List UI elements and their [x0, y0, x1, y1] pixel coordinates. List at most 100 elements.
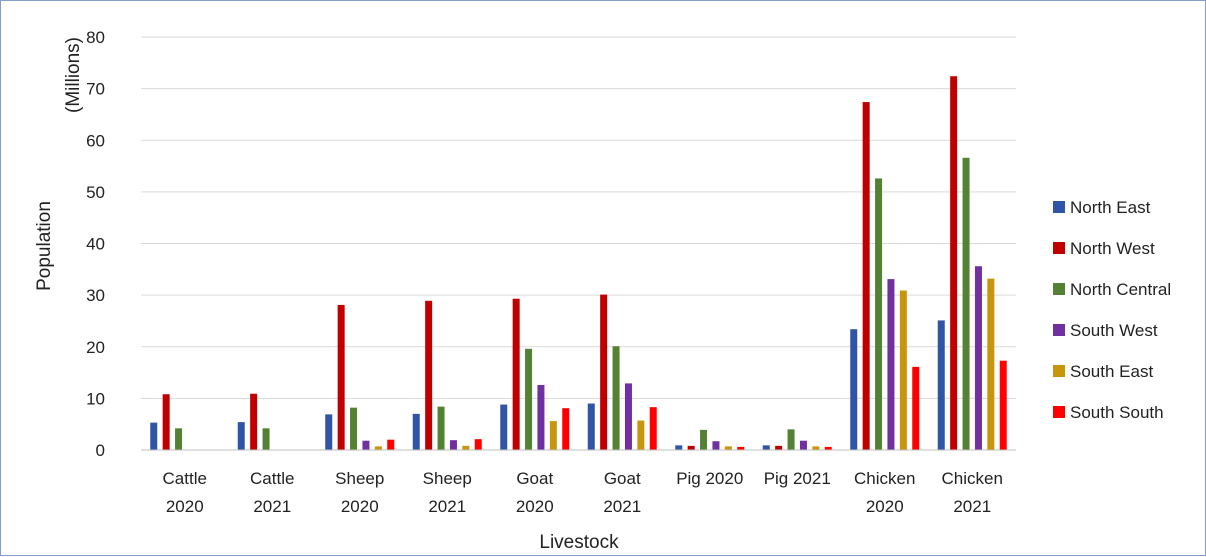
x-tick-label: 2021	[603, 497, 641, 516]
x-tick-label: 2020	[341, 497, 379, 516]
bar-north-west	[425, 300, 433, 450]
legend-label: South East	[1070, 362, 1153, 381]
bar-north-west	[337, 304, 345, 450]
x-tick-label: 2021	[953, 497, 991, 516]
bar-north-west	[862, 102, 870, 451]
legend-swatch	[1053, 406, 1065, 418]
legend-label: North Central	[1070, 280, 1171, 299]
legend-label: North West	[1070, 239, 1155, 258]
legend-label: North East	[1070, 198, 1151, 217]
x-tick-label: Sheep	[335, 469, 384, 488]
x-axis-title: Livestock	[539, 532, 619, 553]
y-tick-label: 20	[86, 338, 105, 357]
legend-swatch	[1053, 201, 1065, 213]
x-tick-label: Sheep	[423, 469, 472, 488]
y-tick-label: 80	[86, 28, 105, 47]
bar-south-west	[887, 279, 895, 450]
bar-north-east	[500, 404, 508, 450]
x-tick-label: Pig 2021	[764, 469, 831, 488]
bar-south-east	[899, 290, 907, 450]
bar-south-east	[462, 445, 470, 450]
bar-north-west	[687, 445, 695, 450]
bar-north-east	[412, 413, 420, 450]
bar-south-west	[449, 440, 457, 450]
x-tick-label: 2021	[428, 497, 466, 516]
y-tick-label: 70	[86, 80, 105, 99]
bar-north-east	[675, 445, 683, 450]
x-tick-label: 2020	[866, 497, 904, 516]
bar-south-west	[974, 266, 982, 450]
bar-south-east	[374, 446, 382, 450]
bars	[150, 76, 1007, 451]
bar-north-east	[937, 320, 945, 450]
bar-south-south	[562, 408, 570, 450]
bar-north-central	[787, 429, 795, 450]
y-tick-label: 10	[86, 389, 105, 408]
bar-north-east	[237, 422, 245, 450]
bar-north-central	[262, 428, 270, 450]
y-axis-ticks: 0 10 20 30 40 50 60 70 80	[86, 28, 105, 460]
bar-north-central	[875, 178, 883, 450]
bar-north-central	[962, 157, 970, 451]
bar-south-south	[824, 446, 832, 450]
bar-south-west	[624, 383, 632, 450]
legend-swatch	[1053, 283, 1065, 295]
x-tick-label: 2020	[516, 497, 554, 516]
bar-north-central	[350, 407, 358, 450]
bar-south-east	[987, 278, 995, 450]
bar-north-west	[600, 294, 608, 450]
y-tick-label: 50	[86, 183, 105, 202]
bar-north-east	[325, 414, 333, 450]
bar-north-central	[612, 346, 620, 450]
bar-north-east	[762, 445, 770, 450]
bar-south-south	[737, 446, 745, 450]
legend: North East North West North Central South W…	[1053, 198, 1171, 422]
x-tick-label: Goat	[604, 469, 641, 488]
bar-south-east	[637, 420, 645, 450]
x-tick-label: Goat	[516, 469, 553, 488]
bar-south-east	[549, 421, 557, 450]
bar-north-west	[250, 393, 258, 450]
bar-south-east	[812, 446, 820, 450]
y-tick-label: 60	[86, 131, 105, 150]
y-tick-label: 30	[86, 286, 105, 305]
bar-north-west	[512, 298, 520, 450]
bar-south-west	[537, 384, 545, 450]
legend-swatch	[1053, 324, 1065, 336]
y-axis-title-part1: Population	[34, 201, 55, 291]
legend-label: South South	[1070, 403, 1164, 422]
bar-north-east	[850, 329, 858, 450]
bar-north-east	[150, 422, 158, 450]
x-tick-label: Pig 2020	[676, 469, 743, 488]
bar-south-south	[387, 439, 395, 450]
bar-south-west	[362, 440, 370, 450]
bar-south-south	[649, 407, 657, 450]
legend-swatch	[1053, 242, 1065, 254]
y-tick-label: 0	[96, 441, 105, 460]
bar-south-west	[712, 441, 720, 450]
legend-label: South West	[1070, 321, 1158, 340]
x-tick-label: Chicken	[942, 469, 1003, 488]
bar-north-central	[700, 429, 708, 450]
x-tick-label: 2020	[166, 497, 204, 516]
gridlines	[141, 36, 1016, 399]
bar-south-south	[912, 366, 920, 450]
x-tick-label: Cattle	[250, 469, 294, 488]
bar-north-central	[175, 428, 183, 450]
legend-swatch	[1053, 365, 1065, 377]
bar-south-south	[999, 360, 1007, 450]
x-tick-label: 2021	[253, 497, 291, 516]
bar-north-east	[587, 403, 595, 450]
y-tick-label: 40	[86, 235, 105, 254]
x-tick-label: Chicken	[854, 469, 915, 488]
bar-north-west	[950, 76, 958, 451]
x-tick-label: Cattle	[163, 469, 207, 488]
y-axis-title-part2: (Millions)	[63, 37, 84, 113]
bar-north-central	[525, 348, 533, 450]
bar-south-east	[724, 446, 732, 450]
bar-north-west	[162, 394, 170, 450]
x-axis-ticks: Cattle 2020 Cattle 2021 Sheep 2020 Sheep 2021 Go…	[163, 469, 1003, 516]
bar-north-west	[775, 445, 783, 450]
